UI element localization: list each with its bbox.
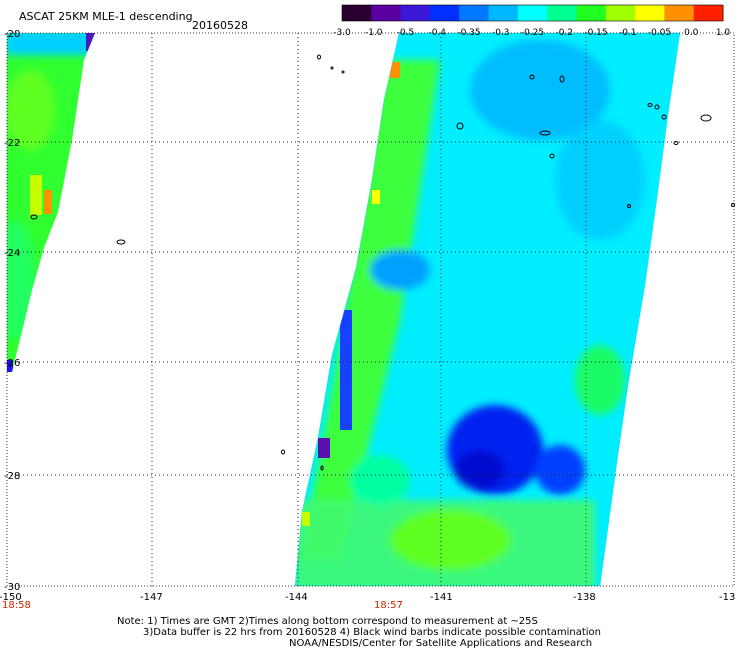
lon-label: -150 [0,592,22,603]
lat-lon-grid [7,33,734,586]
longitude-labels: -150 -147 -144 -141 -138 -13 [0,592,735,603]
colorbar-tick-label: -1.0 [365,28,383,38]
right-swath [294,32,681,587]
title: ASCAT 25KM MLE-1 descending [19,10,193,23]
colorbar-border [341,4,724,22]
colorbar-segment [576,5,607,21]
lat-label: -28 [4,471,20,482]
colorbar-segment [400,5,431,21]
colorbar-tick-label: -3.0 [333,28,351,38]
colorbar-segment [517,5,548,21]
colorbar-tick-label: -0.5 [397,28,415,38]
colorbar-tick-label: 0.0 [684,28,699,38]
colorbar-tick-label: -0.15 [584,28,607,38]
colorbar: -3.0 -1.0 -0.5 -0.4 -0.35 -0.3 -0.25 -0.2 -0.15 -… [333,4,731,38]
note-line-2: 3)Data buffer is 22 hrs from 20160528 4)… [143,627,601,638]
colorbar-tick-label: 1.0 [716,28,731,38]
colorbar-tick-label: -0.1 [619,28,637,38]
colorbar-segment [547,5,577,21]
colorbar-segment [693,5,724,21]
colorbar-tick-label: -0.25 [521,28,544,38]
time-label-center: 18:57 [374,600,403,611]
colorbar-tick-label: -0.4 [428,28,446,38]
lat-label: -30 [4,582,20,593]
colorbar-tick-label: -0.2 [555,28,573,38]
lon-label: -141 [430,592,453,603]
colorbar-segment [342,5,372,21]
lon-label: -144 [285,592,308,603]
date-label: 20160528 [192,19,248,32]
lon-label: -13 [719,592,735,603]
land-outlines [30,54,735,471]
colorbar-segment [605,5,636,21]
colorbar-tick-label: -0.35 [457,28,480,38]
note-line-3: NOAA/NESDIS/Center for Satellite Applica… [289,638,593,649]
lon-label: -147 [140,592,163,603]
map-frame [6,32,735,587]
colorbar-segment [664,5,695,21]
colorbar-segment [488,5,519,21]
colorbar-tick-label: -0.05 [648,28,671,38]
left-swath [7,33,95,372]
colorbar-segment [371,5,402,21]
lat-label: -26 [4,358,20,369]
lat-label: -20 [4,29,20,40]
lon-label: -138 [573,592,596,603]
colorbar-segment [459,5,490,21]
colorbar-tick-label: -0.3 [492,28,510,38]
time-label-left: 18:58 [2,600,31,611]
note-line-1: Note: 1) Times are GMT 2)Times along bot… [117,616,538,627]
colorbar-segment [635,5,665,21]
lat-label: -22 [4,138,20,149]
latitude-labels: -20 -22 -24 -26 -28 -30 [4,29,20,593]
colorbar-segment [429,5,460,21]
lat-label: -24 [4,248,20,259]
